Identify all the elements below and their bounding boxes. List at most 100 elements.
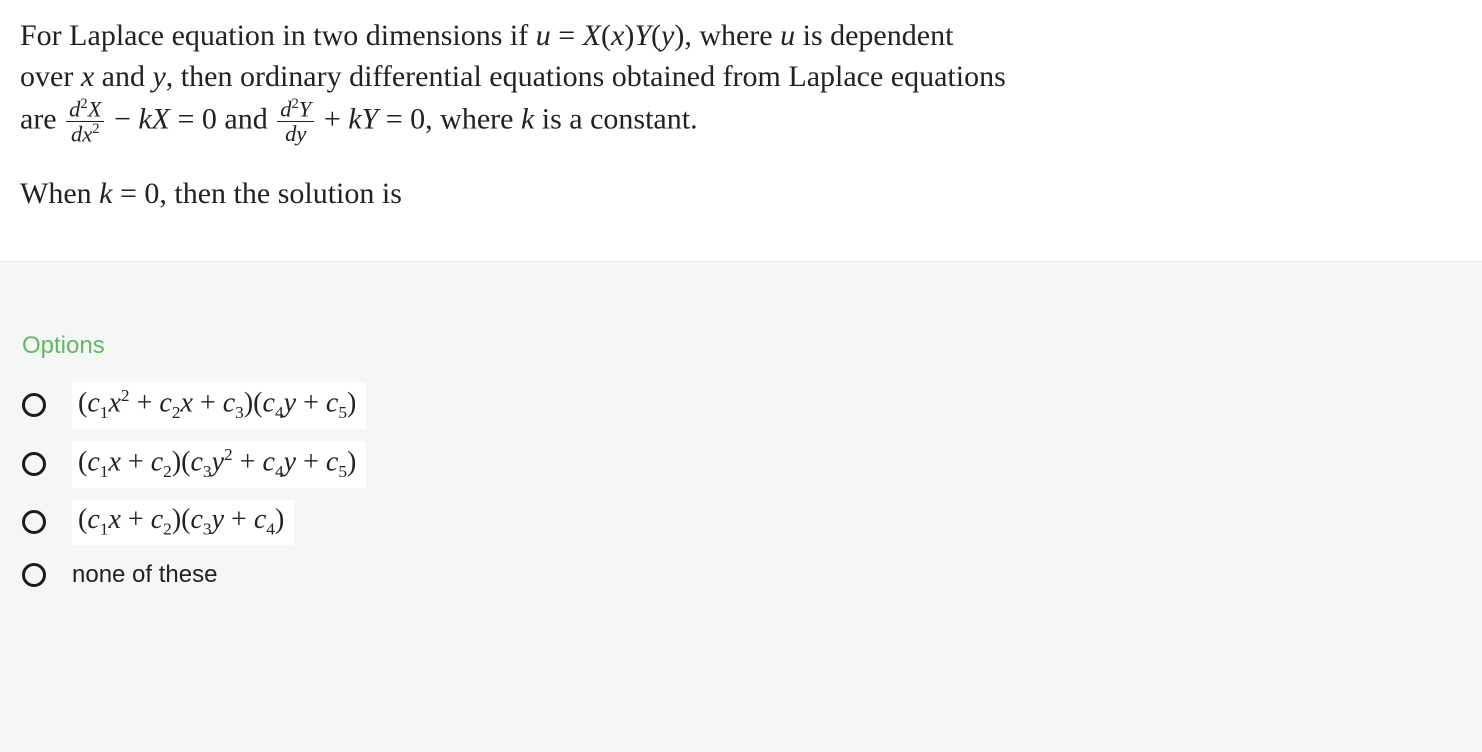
plus: + <box>296 446 326 477</box>
text: is a constant. <box>534 103 697 136</box>
var-y: y <box>152 60 165 93</box>
question-line-4: When k = 0, then the solution is <box>20 174 1462 215</box>
minus: − <box>106 103 138 136</box>
plus: + <box>224 504 254 535</box>
plus: + <box>233 446 263 477</box>
option-d[interactable]: none of these <box>22 557 1460 593</box>
c: c <box>326 446 338 477</box>
sub: 3 <box>203 462 212 481</box>
plus: + <box>296 387 326 418</box>
sub: 5 <box>338 462 347 481</box>
c: c <box>87 446 99 477</box>
option-d-label: none of these <box>72 557 217 593</box>
plus: + <box>130 387 160 418</box>
var-u: u <box>536 19 551 52</box>
text: , then ordinary differential equations o… <box>166 60 1006 93</box>
kX: kX <box>138 103 170 136</box>
y: y <box>284 446 296 477</box>
var-x: x <box>81 60 94 93</box>
paren: )( <box>244 387 263 418</box>
options-section: Options (c1x2 + c2x + c3)(c4y + c5) (c1x… <box>0 322 1482 625</box>
x: x <box>108 446 120 477</box>
spacer <box>0 239 1482 261</box>
sub: 2 <box>172 403 181 422</box>
option-b[interactable]: (c1x + c2)(c3y2 + c4y + c5) <box>22 441 1460 488</box>
y: y <box>212 504 224 535</box>
exp-2: 2 <box>80 96 87 112</box>
question-line-2: over x and y, then ordinary differential… <box>20 57 1462 98</box>
exp-2: 2 <box>291 96 298 112</box>
question-line-1: For Laplace equation in two dimensions i… <box>20 16 1462 57</box>
paren: ) <box>347 387 356 418</box>
dx: dx <box>71 122 92 147</box>
c: c <box>87 504 99 535</box>
text: = 0, then the solution is <box>112 177 401 210</box>
radio-icon[interactable] <box>22 393 46 417</box>
exp-2: 2 <box>92 121 99 137</box>
text: and <box>94 60 152 93</box>
y: y <box>212 446 224 477</box>
sup: 2 <box>224 445 233 464</box>
var-Y: Y <box>634 19 651 52</box>
sub: 3 <box>235 403 244 422</box>
c: c <box>87 387 99 418</box>
sub: 2 <box>163 462 172 481</box>
text: When <box>20 177 99 210</box>
radio-icon[interactable] <box>22 452 46 476</box>
radio-icon[interactable] <box>22 510 46 534</box>
paren: ) <box>275 504 284 535</box>
Y: Y <box>299 97 312 122</box>
blank-line <box>20 146 1462 174</box>
c: c <box>263 387 275 418</box>
fraction-d2X-dx2: d2Xdx2 <box>66 97 104 146</box>
text: = 0 and <box>170 103 275 136</box>
sup: 2 <box>121 386 130 405</box>
d: d <box>280 97 291 122</box>
c: c <box>190 504 202 535</box>
option-b-label: (c1x + c2)(c3y2 + c4y + c5) <box>72 441 366 488</box>
question-line-3: are d2Xdx2 − kX = 0 and d2Ydy + kY = 0, … <box>20 97 1462 146</box>
paren: ) <box>347 446 356 477</box>
sub: 4 <box>266 519 275 538</box>
sub: 4 <box>275 403 284 422</box>
radio-icon[interactable] <box>22 563 46 587</box>
text: ) <box>624 19 634 52</box>
text: is dependent <box>795 19 953 52</box>
paren: ( <box>78 504 87 535</box>
question-box: For Laplace equation in two dimensions i… <box>0 0 1482 239</box>
text: are <box>20 103 64 136</box>
c: c <box>151 446 163 477</box>
X: X <box>88 97 102 122</box>
var-k: k <box>99 177 112 210</box>
dy: dy <box>285 121 306 146</box>
plus: + <box>316 103 348 136</box>
plus: + <box>121 504 151 535</box>
option-a-label: (c1x2 + c2x + c3)(c4y + c5) <box>72 382 366 429</box>
var-k: k <box>521 103 534 136</box>
kY: kY <box>348 103 378 136</box>
x: x <box>108 504 120 535</box>
text: = 0, where <box>378 103 521 136</box>
paren: ( <box>78 446 87 477</box>
c: c <box>223 387 235 418</box>
c: c <box>151 504 163 535</box>
sub: 4 <box>275 462 284 481</box>
text: ( <box>651 19 661 52</box>
paren: ( <box>78 387 87 418</box>
divider <box>0 261 1482 322</box>
option-a[interactable]: (c1x2 + c2x + c3)(c4y + c5) <box>22 382 1460 429</box>
option-c[interactable]: (c1x + c2)(c3y + c4) <box>22 500 1460 546</box>
sub: 5 <box>338 403 347 422</box>
d: d <box>69 97 80 122</box>
x: x <box>108 387 120 418</box>
plus: + <box>193 387 223 418</box>
text: = <box>551 19 583 52</box>
options-heading: Options <box>22 332 1460 360</box>
c: c <box>263 446 275 477</box>
c: c <box>190 446 202 477</box>
paren: )( <box>172 504 191 535</box>
sub: 2 <box>163 519 172 538</box>
text: over <box>20 60 81 93</box>
var-y: y <box>661 19 674 52</box>
var-X: X <box>583 19 601 52</box>
